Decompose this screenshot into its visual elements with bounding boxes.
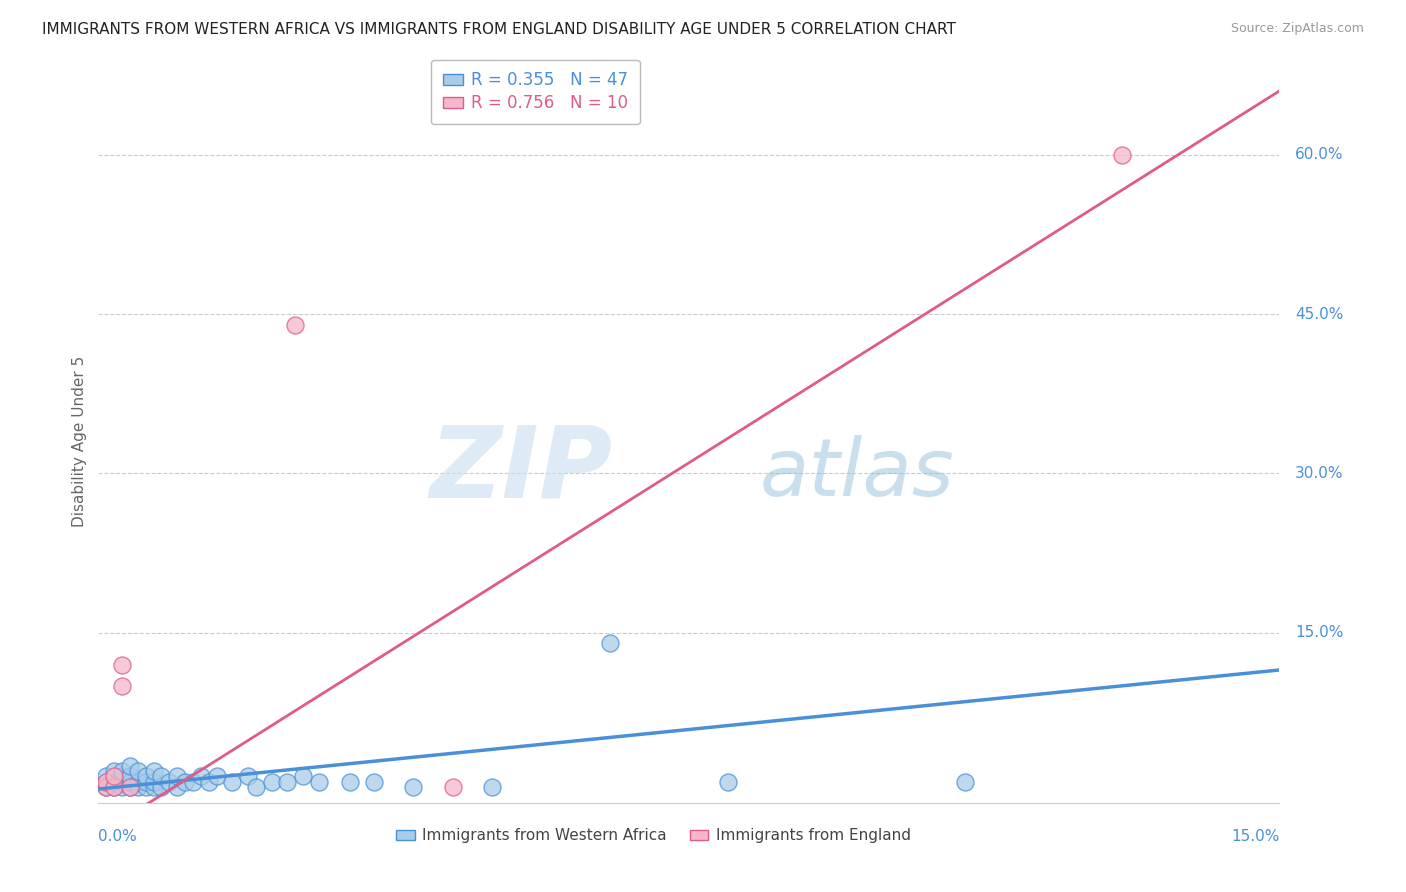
Point <box>260 774 283 789</box>
Point <box>111 769 134 783</box>
Point <box>142 780 165 794</box>
Y-axis label: Disability Age Under 5: Disability Age Under 5 <box>72 356 87 527</box>
Point <box>363 774 385 789</box>
Text: 30.0%: 30.0% <box>1295 466 1344 481</box>
Point <box>127 780 149 794</box>
Point <box>103 780 125 794</box>
Point <box>157 774 180 789</box>
Point <box>135 774 157 789</box>
Point <box>96 769 118 783</box>
Point <box>1111 147 1133 161</box>
Text: 60.0%: 60.0% <box>1295 147 1344 162</box>
Point <box>135 780 157 794</box>
Point <box>402 780 425 794</box>
Point <box>111 780 134 794</box>
Point <box>197 774 219 789</box>
Point <box>205 769 228 783</box>
Point <box>103 764 125 778</box>
Point <box>481 780 503 794</box>
Point <box>127 774 149 789</box>
Point <box>103 780 125 794</box>
Point <box>142 774 165 789</box>
Text: 0.0%: 0.0% <box>98 830 138 845</box>
Point <box>190 769 212 783</box>
Text: atlas: atlas <box>759 435 955 513</box>
Point <box>111 679 134 693</box>
Point <box>103 769 125 783</box>
Point <box>166 780 188 794</box>
Point <box>599 636 621 650</box>
Point <box>441 780 464 794</box>
Point <box>308 774 330 789</box>
Point <box>96 780 118 794</box>
Point <box>221 774 243 789</box>
Text: Source: ZipAtlas.com: Source: ZipAtlas.com <box>1230 22 1364 36</box>
Point <box>166 769 188 783</box>
Text: 15.0%: 15.0% <box>1232 830 1279 845</box>
Point <box>135 769 157 783</box>
Point <box>339 774 361 789</box>
Point <box>96 774 118 789</box>
Point <box>236 769 259 783</box>
Point <box>111 657 134 672</box>
Point <box>142 764 165 778</box>
Point <box>118 774 141 789</box>
Point <box>118 769 141 783</box>
Legend: Immigrants from Western Africa, Immigrants from England: Immigrants from Western Africa, Immigran… <box>389 822 917 849</box>
Text: ZIP: ZIP <box>429 422 612 519</box>
Point <box>96 780 118 794</box>
Point <box>181 774 204 789</box>
Point <box>150 780 173 794</box>
Point <box>292 769 315 783</box>
Point <box>276 774 298 789</box>
Point <box>96 774 118 789</box>
Point <box>953 774 976 789</box>
Point <box>150 769 173 783</box>
Point <box>118 780 141 794</box>
Text: IMMIGRANTS FROM WESTERN AFRICA VS IMMIGRANTS FROM ENGLAND DISABILITY AGE UNDER 5: IMMIGRANTS FROM WESTERN AFRICA VS IMMIGR… <box>42 22 956 37</box>
Point <box>118 758 141 772</box>
Text: 15.0%: 15.0% <box>1295 625 1344 640</box>
Point <box>103 774 125 789</box>
Point <box>111 774 134 789</box>
Point <box>284 318 307 332</box>
Point <box>118 780 141 794</box>
Point <box>111 764 134 778</box>
Point <box>245 780 267 794</box>
Text: 45.0%: 45.0% <box>1295 307 1344 321</box>
Point <box>717 774 740 789</box>
Point <box>174 774 197 789</box>
Point <box>127 764 149 778</box>
